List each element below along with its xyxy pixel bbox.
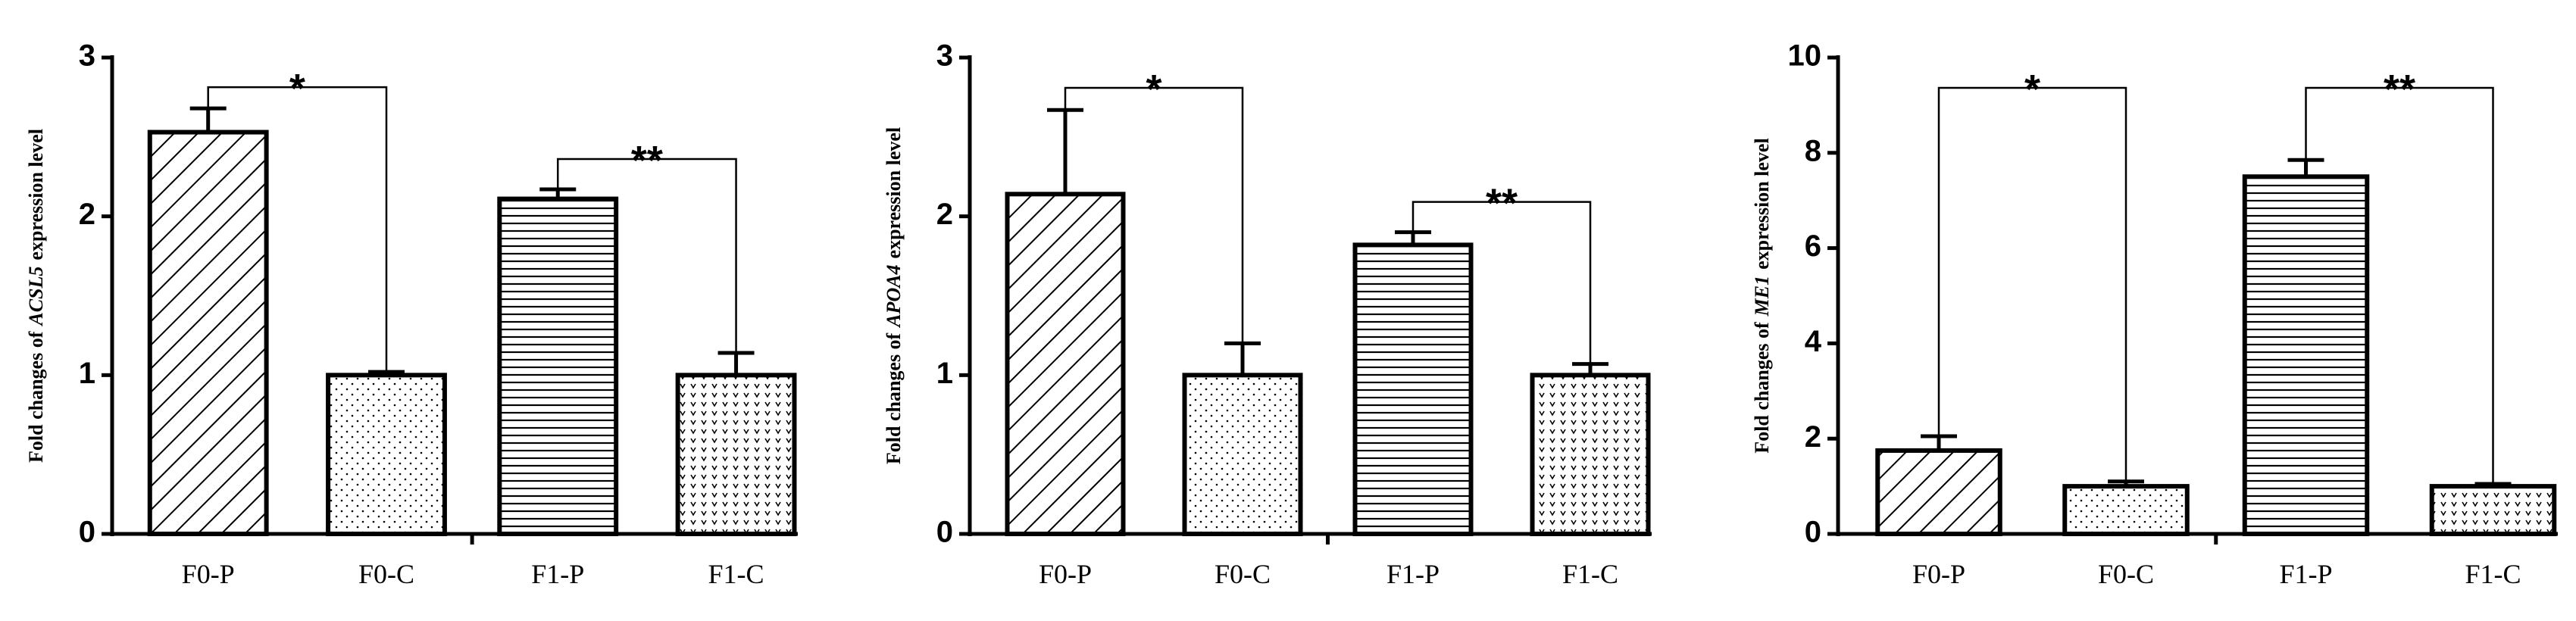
- y-tick-label: 2: [1805, 420, 1821, 454]
- x-tick-label: F0-P: [1039, 559, 1092, 589]
- bar: [1005, 192, 1126, 536]
- error-bar: [2108, 479, 2144, 487]
- x-tick-label: F1-C: [1562, 559, 1618, 589]
- x-tick-label: F0-P: [182, 559, 235, 589]
- y-tick-label: 8: [1805, 134, 1821, 167]
- error-bar: [1047, 108, 1083, 195]
- y-label-prefix: Fold changes of: [883, 332, 905, 464]
- x-tick-label: F0-P: [1912, 559, 1965, 589]
- y-tick-label: 2: [79, 198, 95, 231]
- error-bar: [2287, 158, 2324, 177]
- chart-panel: Fold changes of APOA4 expression level 0 1 2 3…: [883, 39, 1652, 589]
- significance-label: *: [1146, 67, 1161, 112]
- error-bar: [1224, 341, 1261, 376]
- bar: [1875, 448, 2002, 536]
- y-label-suffix: expression level: [883, 127, 905, 259]
- bar: [2429, 484, 2557, 536]
- y-tick-label: 2: [936, 198, 953, 231]
- significance-label: **: [1486, 181, 1518, 226]
- y-tick-label: 6: [1805, 229, 1821, 263]
- bar: [497, 196, 619, 536]
- y-label-suffix: expression level: [25, 129, 47, 261]
- y-tick-label: 1: [79, 357, 95, 390]
- significance-label: *: [289, 66, 305, 111]
- x-tick-label: F1-C: [2465, 559, 2521, 589]
- y-tick-label: 0: [936, 516, 953, 549]
- y-label-gene: ACSL5: [25, 267, 47, 327]
- bar: [675, 373, 797, 537]
- x-tick-label: F1-C: [708, 559, 764, 589]
- y-label-suffix: expression level: [1751, 138, 1773, 270]
- x-tick-label: F1-P: [2279, 559, 2332, 589]
- x-tick-label: F0-C: [2098, 559, 2154, 589]
- y-tick-label: 3: [936, 39, 953, 73]
- y-tick-label: 0: [1805, 516, 1821, 549]
- y-axis-label: Fold changes of ME1 expression level: [1751, 138, 1773, 453]
- y-tick-label: 1: [936, 357, 953, 390]
- bar: [147, 130, 269, 536]
- y-label-prefix: Fold changes of: [1751, 322, 1773, 454]
- bar: [1182, 373, 1303, 537]
- x-tick-label: F0-C: [358, 559, 414, 589]
- error-bar: [1572, 362, 1608, 376]
- error-bar: [189, 106, 227, 133]
- chart-panel: Fold changes of ACSL5 expression level 0 1 2 3…: [25, 39, 798, 589]
- y-tick-label: 10: [1788, 39, 1822, 73]
- y-axis-label: Fold changes of APOA4 expression level: [883, 127, 905, 464]
- x-tick-label: F1-P: [531, 559, 584, 589]
- error-bar: [368, 370, 405, 376]
- error-bar: [717, 351, 755, 376]
- significance-bracket: [557, 158, 737, 351]
- y-tick-label: 0: [79, 516, 95, 549]
- significance-bracket: [1937, 86, 2127, 480]
- x-tick-label: F0-C: [1215, 559, 1271, 589]
- x-tick-label: F1-P: [1386, 559, 1440, 589]
- bar: [2242, 174, 2370, 536]
- y-label-prefix: Fold changes of: [25, 331, 47, 463]
- error-bar: [1921, 434, 1957, 451]
- bar: [1530, 373, 1651, 537]
- bar: [326, 373, 447, 537]
- significance-bracket: [1064, 86, 1244, 342]
- y-tick-label: 3: [79, 39, 95, 73]
- significance-label: **: [631, 138, 663, 183]
- error-bar: [2474, 482, 2512, 487]
- significance-label: **: [2384, 67, 2415, 112]
- error-bar: [539, 187, 577, 199]
- y-axis-label: Fold changes of ACSL5 expression level: [25, 129, 47, 463]
- bar: [2062, 484, 2190, 536]
- y-label-gene: ME1: [1751, 276, 1773, 317]
- y-tick-label: 4: [1805, 325, 1822, 358]
- significance-label: *: [2024, 67, 2040, 112]
- significance-bracket: [207, 86, 388, 371]
- chart-panel: Fold changes of ME1 expression level 0 2 4 6 8 1…: [1751, 39, 2558, 589]
- bar: [1352, 242, 1474, 536]
- significance-bracket: [2305, 86, 2494, 482]
- significance-bracket: [1411, 201, 1592, 363]
- y-label-gene: APOA4: [883, 264, 905, 328]
- error-bar: [1395, 230, 1431, 245]
